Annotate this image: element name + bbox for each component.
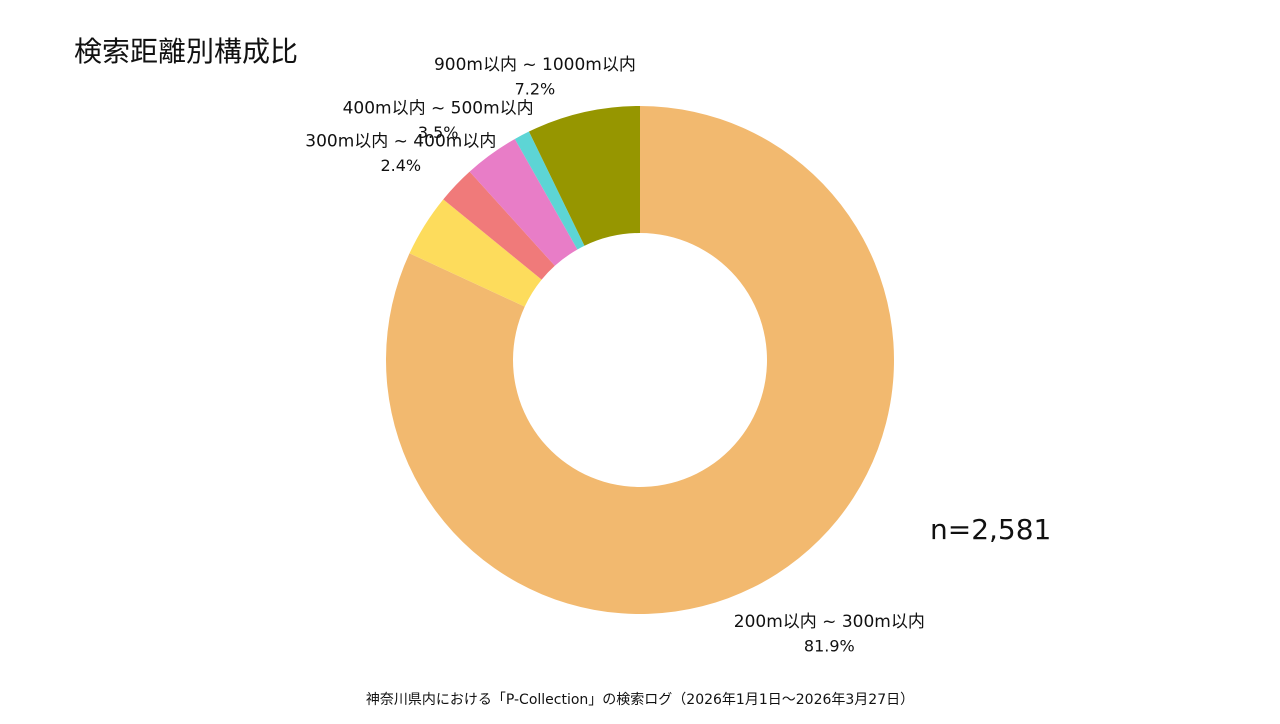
slice-label: 200m以内 ~ 300m以内	[734, 612, 925, 632]
slice-value: 3.5%	[418, 123, 459, 142]
slice-value: 2.4%	[380, 156, 421, 175]
donut-slice	[469, 138, 578, 266]
chart-title: 検索距離別構成比	[74, 35, 298, 68]
slice-label: 900m以内 ~ 1000m以内	[434, 55, 636, 75]
donut-slice	[386, 106, 894, 614]
donut-slice	[409, 199, 542, 307]
footnote: 神奈川県内における「P-Collection」の検索ログ（2026年1月1日～2…	[366, 691, 914, 708]
donut-slice	[443, 171, 555, 280]
slice-label: 300m以内 ~ 400m以内	[305, 131, 496, 151]
sample-size: n=2,581	[930, 513, 1051, 546]
donut-slice	[528, 106, 640, 246]
slice-label: 400m以内 ~ 500m以内	[343, 99, 534, 119]
slice-value: 81.9%	[804, 636, 855, 655]
slice-value: 7.2%	[515, 79, 556, 98]
donut-slice	[514, 131, 585, 250]
